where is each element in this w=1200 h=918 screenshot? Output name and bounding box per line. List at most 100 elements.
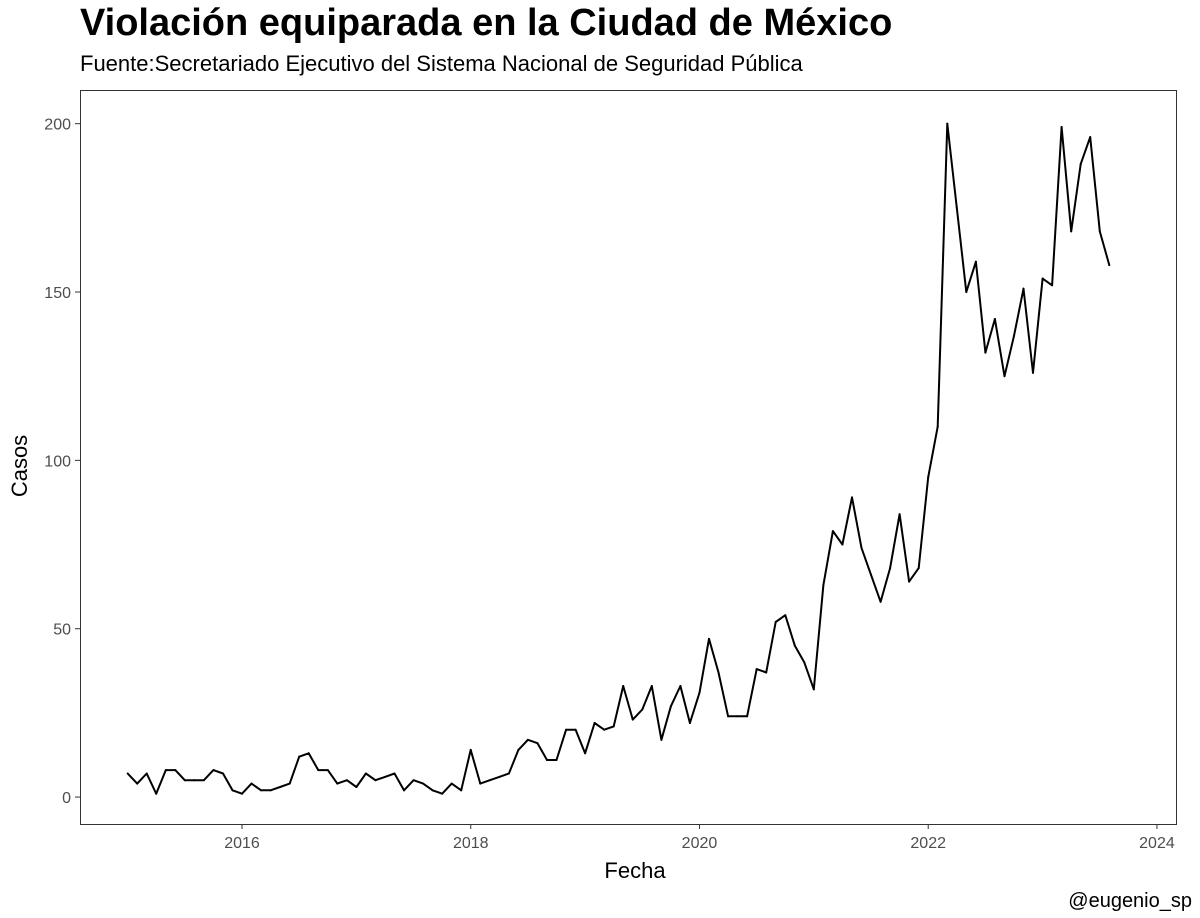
data-point <box>403 789 406 792</box>
data-point <box>812 688 815 691</box>
data-point <box>450 782 453 785</box>
series-line <box>126 122 1111 795</box>
data-point <box>250 782 253 785</box>
data-point <box>774 620 777 623</box>
y-tick-label: 100 <box>44 453 71 470</box>
data-point <box>488 779 491 782</box>
data-point <box>946 122 949 125</box>
data-point <box>393 772 396 775</box>
data-point <box>870 573 873 576</box>
data-point <box>603 728 606 731</box>
y-tick-label: 50 <box>53 622 71 639</box>
data-point <box>955 206 958 209</box>
data-point <box>517 748 520 751</box>
data-point <box>746 715 749 718</box>
data-point <box>212 769 215 772</box>
data-point <box>612 725 615 728</box>
data-point <box>841 543 844 546</box>
data-point <box>1060 126 1063 129</box>
data-point <box>441 792 444 795</box>
data-point <box>345 779 348 782</box>
chart-caption: @eugenio_sp <box>1068 890 1192 912</box>
data-point <box>584 752 587 755</box>
data-point <box>879 600 882 603</box>
data-point <box>908 580 911 583</box>
data-point <box>708 637 711 640</box>
data-point <box>412 779 415 782</box>
y-axis: 0 50 100 150 200 <box>44 117 80 807</box>
data-point <box>498 775 501 778</box>
data-point <box>650 684 653 687</box>
data-point <box>593 721 596 724</box>
y-axis-title: Casos <box>7 435 32 497</box>
x-tick-label: 2022 <box>910 835 946 852</box>
data-point <box>965 291 968 294</box>
data-point <box>622 684 625 687</box>
data-point <box>183 779 186 782</box>
data-point <box>1012 334 1015 337</box>
data-point <box>307 752 310 755</box>
data-point <box>288 782 291 785</box>
data-point <box>889 567 892 570</box>
x-axis: 2016 2018 2020 2022 2024 <box>224 824 1175 852</box>
data-point <box>364 772 367 775</box>
data-point <box>374 779 377 782</box>
data-point <box>241 792 244 795</box>
y-tick-label: 150 <box>44 285 71 302</box>
data-point <box>793 644 796 647</box>
y-tick-label: 200 <box>44 117 71 134</box>
data-point <box>679 684 682 687</box>
data-point <box>279 785 282 788</box>
data-point <box>984 351 987 354</box>
x-axis-title: Fecha <box>604 858 666 883</box>
data-point <box>174 769 177 772</box>
data-point <box>784 614 787 617</box>
data-point <box>231 789 234 792</box>
data-point <box>1032 371 1035 374</box>
x-tick-label: 2018 <box>453 835 489 852</box>
data-point <box>431 789 434 792</box>
data-point <box>326 769 329 772</box>
data-point <box>631 718 634 721</box>
data-point <box>850 496 853 499</box>
data-point <box>526 738 529 741</box>
data-point <box>469 748 472 751</box>
data-point <box>1070 230 1073 233</box>
data-point <box>536 742 539 745</box>
data-point <box>688 721 691 724</box>
data-point <box>736 715 739 718</box>
data-point <box>1022 287 1025 290</box>
data-point <box>669 705 672 708</box>
data-point <box>269 789 272 792</box>
data-point <box>1089 136 1092 139</box>
plot-panel <box>80 90 1177 825</box>
data-point <box>1079 163 1082 166</box>
data-point <box>193 779 196 782</box>
x-tick-label: 2024 <box>1139 835 1175 852</box>
data-point <box>803 661 806 664</box>
data-point <box>831 530 834 533</box>
data-point <box>698 691 701 694</box>
data-point <box>202 779 205 782</box>
data-point <box>927 476 930 479</box>
data-point <box>1041 277 1044 280</box>
data-point <box>336 782 339 785</box>
y-tick-label: 0 <box>62 790 71 807</box>
data-point <box>641 708 644 711</box>
data-point <box>355 785 358 788</box>
data-point <box>555 759 558 762</box>
data-point <box>126 772 129 775</box>
data-point <box>574 728 577 731</box>
data-point <box>317 769 320 772</box>
data-point <box>565 728 568 731</box>
data-point <box>1098 230 1101 233</box>
x-tick-label: 2016 <box>224 835 260 852</box>
chart-subtitle: Fuente:Secretariado Ejecutivo del Sistem… <box>80 51 803 76</box>
data-point <box>507 772 510 775</box>
data-point <box>164 769 167 772</box>
chart-title: Violación equiparada en la Ciudad de Méx… <box>80 2 893 44</box>
data-point <box>145 772 148 775</box>
data-point <box>822 583 825 586</box>
data-point <box>727 715 730 718</box>
